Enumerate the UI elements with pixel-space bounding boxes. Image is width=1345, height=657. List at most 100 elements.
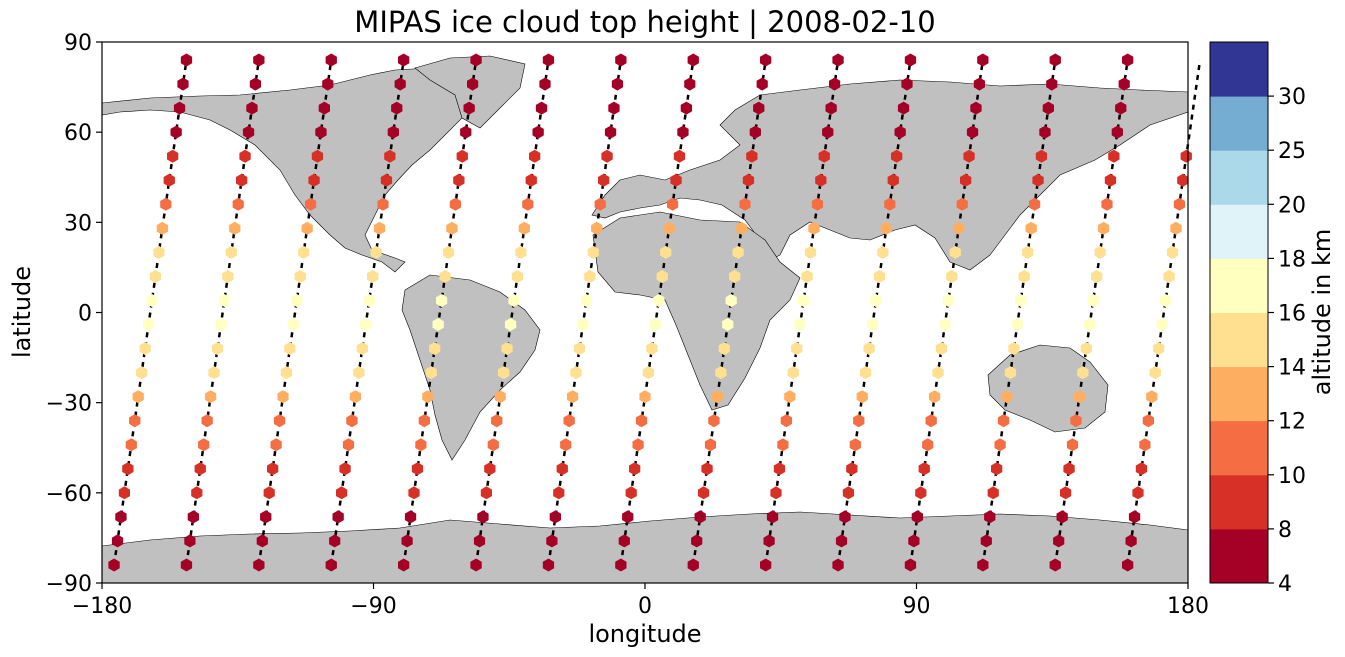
cloud-marker <box>173 101 186 115</box>
cloud-marker <box>635 414 648 428</box>
cloud-marker <box>280 366 293 380</box>
cloud-marker <box>215 318 227 331</box>
cloud-marker <box>177 77 189 91</box>
cloud-marker <box>232 197 244 211</box>
cloud-marker <box>153 245 165 259</box>
cloud-marker <box>746 149 758 163</box>
colorbar-tick-label: 25 <box>1278 139 1306 164</box>
cloud-marker <box>1025 221 1037 235</box>
cloud-marker <box>763 534 775 548</box>
cloud-marker <box>1008 342 1020 356</box>
cloud-marker <box>608 101 620 115</box>
cloud-marker <box>929 390 941 404</box>
cloud-marker <box>491 414 503 428</box>
cloud-marker <box>367 269 379 283</box>
cloud-marker <box>477 510 489 524</box>
cloud-marker <box>1094 245 1106 259</box>
cloud-marker <box>687 558 699 572</box>
cloud-marker <box>760 53 772 67</box>
cloud-marker <box>598 173 610 187</box>
cloud-marker <box>918 462 930 476</box>
cloud-marker <box>856 390 868 404</box>
cloud-marker <box>470 558 482 572</box>
x-tick-label: −180 <box>72 594 132 619</box>
cloud-marker <box>611 77 623 91</box>
cloud-marker <box>760 558 772 572</box>
cloud-marker <box>725 294 737 307</box>
cloud-marker <box>504 318 517 331</box>
cloud-marker <box>211 342 224 356</box>
cloud-marker <box>201 414 213 428</box>
cloud-marker <box>349 390 361 404</box>
cloud-marker <box>829 77 841 91</box>
cloud-marker <box>811 197 823 211</box>
cloud-marker <box>156 221 168 235</box>
cloud-marker <box>946 269 958 283</box>
cloud-marker <box>615 53 627 67</box>
cloud-marker <box>267 462 279 476</box>
cloud-marker <box>1073 390 1085 404</box>
cloud-marker <box>770 486 782 500</box>
cloud-marker <box>818 149 830 163</box>
cloud-marker <box>1060 486 1072 500</box>
cloud-marker <box>1166 245 1179 259</box>
cloud-marker <box>422 390 434 404</box>
cloud-marker <box>1001 390 1013 404</box>
cloud-marker <box>653 294 665 307</box>
cloud-marker <box>542 53 555 67</box>
cloud-marker <box>249 77 261 91</box>
cloud-marker <box>398 558 410 572</box>
cloud-marker <box>1156 318 1168 331</box>
cloud-marker <box>880 221 892 235</box>
cloud-marker <box>1153 342 1165 356</box>
cloud-marker <box>1015 294 1027 307</box>
cloud-marker <box>711 390 723 404</box>
colorbar-tick-label: 20 <box>1278 193 1306 218</box>
cloud-marker <box>753 101 765 115</box>
cloud-marker <box>977 53 989 67</box>
cloud-marker <box>553 486 565 500</box>
cloud-marker <box>932 366 944 380</box>
cloud-marker <box>353 366 365 380</box>
cloud-marker <box>508 294 520 307</box>
cloud-marker <box>404 510 417 524</box>
cloud-marker <box>915 486 927 500</box>
cloud-marker <box>194 462 206 476</box>
colorbar-tick-label: 12 <box>1278 410 1306 435</box>
cloud-marker <box>253 558 265 572</box>
cloud-marker <box>922 438 934 452</box>
cloud-marker <box>467 77 479 91</box>
cloud-marker <box>784 390 796 404</box>
cloud-marker <box>1139 438 1151 452</box>
plot-area <box>101 41 1202 584</box>
cloud-marker <box>332 510 344 524</box>
eurasia-land <box>591 79 1189 271</box>
cloud-marker <box>142 318 155 331</box>
cloud-marker <box>315 125 327 139</box>
cloud-marker <box>735 221 748 235</box>
cloud-marker <box>253 53 265 67</box>
cloud-marker <box>115 510 127 524</box>
cloud-marker <box>170 125 182 139</box>
cloud-marker <box>256 534 268 548</box>
cloud-marker <box>615 558 627 572</box>
cloud-marker <box>1011 318 1023 331</box>
cloud-marker <box>973 77 985 91</box>
cloud-marker <box>470 53 482 67</box>
cloud-marker <box>284 342 296 356</box>
cloud-marker <box>1097 221 1110 235</box>
cloud-marker <box>449 197 461 211</box>
cloud-marker <box>225 245 237 259</box>
cloud-marker <box>866 318 879 331</box>
cloud-marker <box>860 366 872 380</box>
y-axis: −90 −60 −30 0 30 60 90 <box>46 31 102 597</box>
cloud-marker <box>687 53 699 67</box>
cloud-marker <box>442 245 455 259</box>
cloud-marker <box>584 269 596 283</box>
cloud-marker <box>953 221 965 235</box>
cloud-marker <box>1035 149 1048 163</box>
cloud-marker <box>1029 197 1041 211</box>
cloud-marker <box>667 197 679 211</box>
cloud-marker <box>798 294 810 307</box>
